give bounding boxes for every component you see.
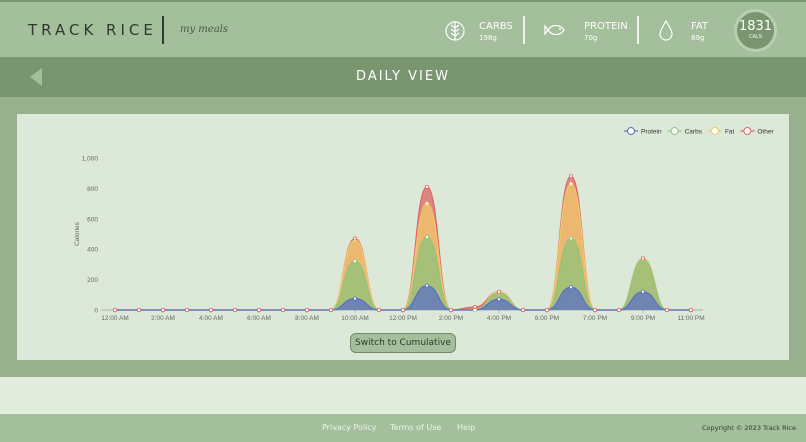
legend-protein: Protein bbox=[641, 129, 662, 136]
header: TRACK RICE my meals CARBS 198g PROTEIN 7… bbox=[0, 0, 806, 57]
privacy-policy-link[interactable]: Privacy Policy bbox=[322, 423, 377, 432]
point-other bbox=[569, 174, 574, 179]
x-tick-label: 2:00 AM bbox=[151, 315, 175, 322]
switch-cumulative-button[interactable]: Switch to Cumulative bbox=[350, 333, 456, 353]
x-tick-label: 11:00 PM bbox=[677, 315, 704, 322]
y-tick-label: 0 bbox=[94, 308, 98, 315]
divider bbox=[637, 16, 639, 44]
legend-fat: Fat bbox=[725, 129, 735, 136]
divider bbox=[523, 16, 525, 44]
y-tick-label: 1,000 bbox=[82, 156, 99, 163]
point-protein bbox=[496, 297, 501, 302]
point-other bbox=[376, 307, 381, 312]
chart-card: 0 200 400 600 800 1,000 Calories 12:00 AM 2:00 A… bbox=[17, 114, 789, 360]
point-other bbox=[424, 184, 429, 189]
calories-badge: 1831 CALS bbox=[734, 9, 777, 52]
point-fat bbox=[424, 201, 429, 206]
droplet-icon bbox=[659, 19, 673, 41]
area-fat bbox=[115, 183, 691, 310]
point-other bbox=[113, 307, 118, 312]
page-title: DAILY VIEW bbox=[356, 69, 450, 84]
x-tick-label: 2:00 PM bbox=[439, 315, 463, 322]
back-arrow-icon[interactable] bbox=[30, 68, 42, 86]
fish-icon bbox=[544, 24, 565, 36]
content-strip bbox=[0, 377, 806, 414]
point-other bbox=[689, 307, 694, 312]
x-tick-label: 8:00 AM bbox=[295, 315, 319, 322]
help-link[interactable]: Help bbox=[457, 423, 476, 432]
point-fat bbox=[569, 181, 574, 186]
point-other bbox=[593, 307, 598, 312]
legend-marker bbox=[710, 127, 719, 135]
point-other bbox=[160, 307, 165, 312]
x-tick-label: 6:00 AM bbox=[247, 315, 271, 322]
footer: Privacy Policy Terms of Use Help Copyrig… bbox=[0, 414, 806, 442]
point-other bbox=[304, 307, 309, 312]
y-tick-label: 400 bbox=[87, 247, 98, 254]
point-protein bbox=[352, 296, 357, 301]
point-other bbox=[136, 307, 141, 312]
point-protein bbox=[569, 285, 574, 290]
area-other bbox=[115, 176, 691, 310]
point-carbs bbox=[352, 259, 357, 264]
point-other bbox=[256, 307, 261, 312]
x-tick-label: 12:00 PM bbox=[389, 315, 417, 322]
line-other bbox=[115, 175, 691, 311]
x-tick-label: 10:00 AM bbox=[341, 315, 368, 322]
legend-marker bbox=[743, 127, 752, 135]
x-tick-label: 9:00 PM bbox=[631, 315, 655, 322]
legend-marker bbox=[627, 127, 635, 135]
point-other bbox=[617, 307, 622, 312]
y-tick-label: 600 bbox=[87, 216, 98, 223]
line-carbs bbox=[115, 236, 691, 311]
point-other bbox=[448, 307, 453, 312]
legend-other: Other bbox=[757, 129, 774, 136]
point-other bbox=[208, 307, 213, 312]
page-title-bar: DAILY VIEW bbox=[0, 57, 806, 97]
logo[interactable]: TRACK RICE bbox=[28, 21, 157, 39]
point-other bbox=[665, 307, 670, 312]
x-tick-label: 4:00 PM bbox=[487, 315, 511, 322]
divider bbox=[162, 16, 164, 44]
point-other bbox=[328, 307, 333, 312]
tagline: my meals bbox=[180, 24, 229, 35]
point-other bbox=[496, 289, 501, 294]
x-tick-label: 7:00 PM bbox=[583, 315, 607, 322]
area-protein bbox=[115, 285, 691, 310]
area-carbs bbox=[115, 237, 691, 310]
legend-carbs: Carbs bbox=[685, 129, 703, 136]
y-tick-label: 800 bbox=[87, 186, 98, 193]
line-fat bbox=[115, 183, 691, 311]
point-protein bbox=[641, 289, 646, 294]
point-carbs bbox=[569, 236, 574, 241]
y-tick-label: 200 bbox=[87, 277, 98, 284]
point-other bbox=[521, 307, 526, 312]
point-other bbox=[545, 307, 550, 312]
point-protein bbox=[424, 283, 429, 288]
x-tick-label: 12:00 AM bbox=[101, 315, 128, 322]
point-other bbox=[352, 236, 357, 241]
legend-marker bbox=[670, 127, 679, 135]
macro-fat: FAT 89g bbox=[656, 18, 708, 46]
terms-of-use-link[interactable]: Terms of Use bbox=[390, 423, 442, 432]
y-axis-label: Calories bbox=[74, 221, 81, 246]
line-protein bbox=[115, 285, 691, 311]
calories-chart: 0 200 400 600 800 1,000 Calories 12:00 AM 2:00 A… bbox=[74, 127, 774, 322]
copyright: Copyright © 2023 Track Rice bbox=[702, 424, 796, 432]
x-tick-label: 4:00 AM bbox=[199, 315, 223, 322]
macro-protein: PROTEIN 70g bbox=[544, 18, 628, 46]
point-carbs bbox=[424, 235, 429, 240]
point-other bbox=[232, 307, 237, 312]
point-other bbox=[184, 307, 189, 312]
x-tick-label: 6:00 PM bbox=[535, 315, 559, 322]
point-other bbox=[400, 307, 405, 312]
wheat-icon bbox=[445, 21, 465, 41]
macro-carbs: CARBS 198g bbox=[444, 18, 513, 46]
point-other bbox=[280, 307, 285, 312]
point-other bbox=[641, 256, 646, 261]
point-other bbox=[472, 304, 477, 309]
